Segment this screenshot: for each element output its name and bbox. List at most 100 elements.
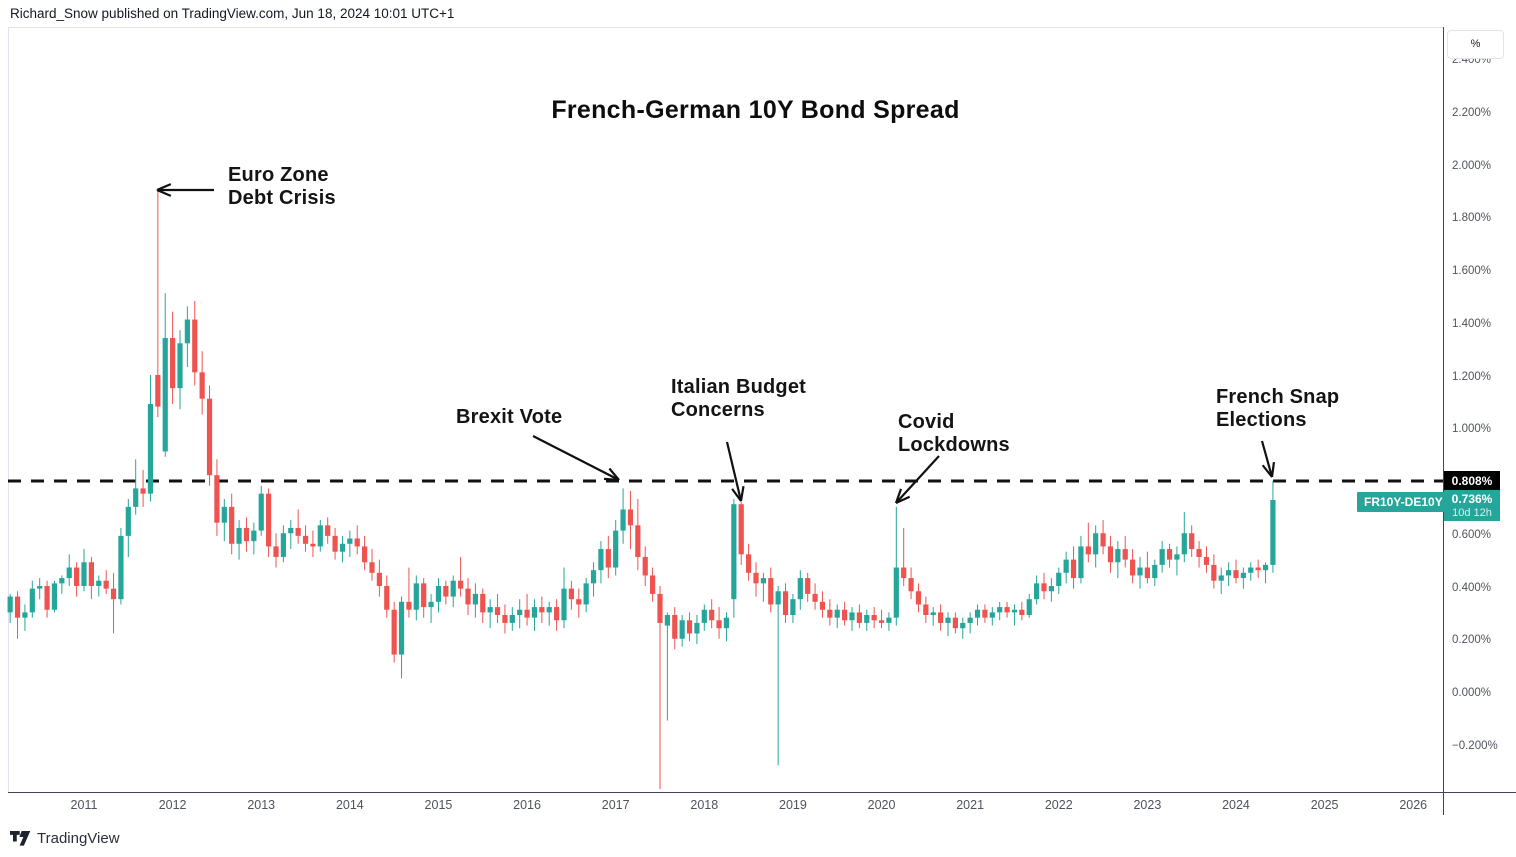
candle-2012-01 — [170, 338, 176, 389]
candle-2022-09 — [1115, 549, 1121, 563]
candle-2013-10 — [325, 525, 331, 536]
candle-2014-10 — [413, 583, 419, 610]
x-axis-label: 2017 — [601, 798, 630, 812]
annotation-text: Debt Crisis — [228, 187, 336, 209]
symbol-label[interactable]: FR10Y-DE10Y — [1357, 491, 1450, 512]
plot-left-border — [8, 27, 9, 792]
tradingview-logo-text: TradingView — [37, 830, 120, 847]
y-axis-label: 1.600% — [1452, 265, 1492, 278]
time-axis[interactable]: 2011 2012 2013 2014 2015 2016 2017 2018 2019 2020… — [8, 793, 1443, 815]
price-axis-separator — [1443, 27, 1444, 815]
y-axis-label: 1.000% — [1452, 423, 1492, 436]
annotation-text: Lockdowns — [898, 434, 1010, 456]
candle-2016-09 — [583, 583, 589, 605]
candle-2015-05 — [465, 588, 471, 605]
candle-2023-03 — [1159, 549, 1165, 565]
candle-2022-03 — [1070, 559, 1077, 579]
candle-2015-04 — [458, 580, 464, 589]
candle-2022-12 — [1137, 567, 1143, 576]
candle-2018-06 — [738, 504, 744, 555]
candle-2023-01 — [1144, 567, 1150, 579]
candle-2024-01 — [1233, 570, 1239, 579]
candle-2020-11 — [952, 617, 958, 629]
x-axis-label: 2013 — [247, 798, 276, 812]
candle-2023-12 — [1226, 570, 1232, 576]
annotation-euro-zone-debt-crisis[interactable]: Euro Zone Debt Crisis — [228, 164, 336, 210]
annotation-text: Italian Budget — [671, 376, 807, 398]
candle-2015-06 — [472, 593, 478, 605]
annotation-brexit-vote[interactable]: Brexit Vote — [456, 406, 562, 429]
annotation-italian-budget-concerns[interactable]: Italian Budget Concerns — [671, 376, 806, 422]
candle-2011-01 — [81, 562, 87, 586]
candle-2019-12 — [871, 615, 877, 621]
candle-2021-06 — [1004, 607, 1010, 613]
annotation-covid-lockdowns[interactable]: Covid Lockdowns — [898, 411, 1010, 457]
candle-2024-04 — [1255, 567, 1261, 571]
candle-2024-03 — [1248, 567, 1254, 573]
candle-2021-01 — [967, 617, 973, 623]
tradingview-logo[interactable]: TradingView — [10, 830, 120, 847]
x-axis-label: 2011 — [70, 798, 98, 812]
candle-2021-02 — [974, 609, 981, 618]
annotation-text: Concerns — [671, 399, 765, 421]
candle-2019-03 — [805, 578, 811, 594]
y-axis-label: 2.200% — [1452, 106, 1492, 119]
x-axis-label: 2024 — [1222, 798, 1250, 812]
candle-2013-06 — [295, 527, 301, 536]
candle-2010-11 — [66, 567, 72, 579]
bar-countdown: 10d 12h — [1452, 506, 1492, 519]
y-axis-label: 1.800% — [1452, 212, 1492, 225]
candle-2014-04 — [369, 562, 375, 573]
candle-2012-11 — [243, 527, 250, 542]
candle-2010-05 — [22, 612, 28, 618]
candle-2017-04 — [635, 525, 641, 557]
candle-2022-06 — [1093, 533, 1099, 555]
candle-2017-03 — [627, 509, 634, 526]
candle-2015-10 — [502, 615, 508, 623]
candle-2023-11 — [1218, 575, 1224, 581]
candle-2019-01 — [790, 599, 796, 616]
candle-2016-10 — [590, 570, 597, 584]
candle-2012-04 — [192, 319, 198, 373]
annotation-arrowhead — [608, 467, 620, 481]
candle-2012-06 — [206, 398, 213, 476]
candle-2013-02 — [266, 493, 272, 547]
candle-2018-02 — [709, 609, 715, 621]
candle-2012-03 — [184, 319, 190, 344]
candle-2016-06 — [561, 588, 567, 621]
candle-2014-02 — [354, 538, 360, 547]
candle-2024-02 — [1240, 572, 1246, 579]
candle-2023-04 — [1166, 549, 1173, 560]
candle-2012-12 — [251, 530, 257, 542]
annotation-arrowhead — [603, 477, 620, 482]
candle-2017-07 — [657, 593, 663, 623]
candle-2019-11 — [864, 615, 870, 623]
candle-2019-05 — [819, 601, 826, 610]
candle-2011-05 — [110, 588, 117, 600]
y-axis-label: 0.200% — [1452, 634, 1492, 647]
candle-2015-07 — [480, 593, 486, 613]
percent-scale-button[interactable]: % — [1447, 30, 1504, 59]
candle-2021-07 — [1011, 609, 1018, 613]
candle-2020-09 — [938, 612, 944, 623]
y-axis-label: 1.200% — [1452, 370, 1492, 383]
candle-2020-12 — [960, 622, 966, 629]
candle-2022-11 — [1130, 559, 1136, 576]
candle-2020-08 — [930, 612, 936, 616]
candle-2018-04 — [723, 617, 730, 629]
candle-2018-11 — [775, 591, 781, 605]
candle-2018-01 — [701, 609, 707, 623]
candle-2015-08 — [487, 607, 493, 613]
annotation-french-snap-elections[interactable]: French Snap Elections — [1216, 386, 1339, 432]
candle-2013-08 — [310, 543, 316, 547]
candle-2011-03 — [96, 580, 102, 586]
price-axis[interactable]: 2.400% 2.200% 2.000% 1.800% 1.600% 1.400% 1.20… — [1444, 27, 1516, 792]
candle-2021-12 — [1048, 585, 1054, 592]
candle-2014-07 — [391, 609, 397, 655]
candle-2017-01 — [613, 530, 619, 568]
candle-2019-09 — [849, 612, 855, 621]
candle-2011-04 — [103, 580, 109, 589]
x-axis-label: 2023 — [1133, 798, 1162, 812]
x-axis-label: 2015 — [424, 798, 453, 812]
